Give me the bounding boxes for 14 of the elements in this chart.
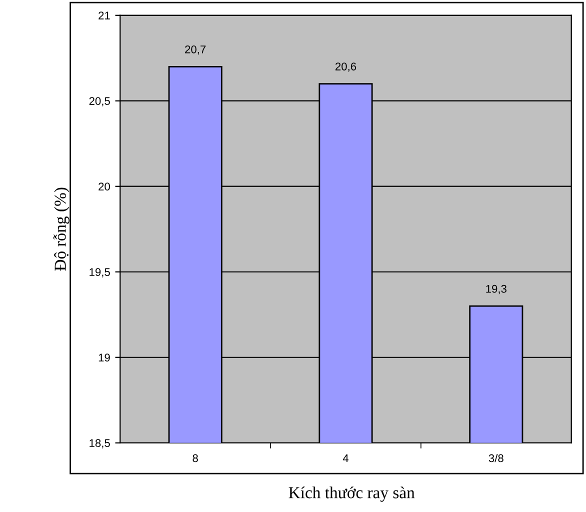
- data-label: 20,6: [335, 62, 356, 72]
- y-tick-label: 20: [98, 182, 110, 191]
- data-label: 19,3: [486, 284, 506, 294]
- data-label: 20,7: [185, 45, 206, 55]
- y-tick-label: 18,5: [90, 439, 110, 448]
- y-tick-label: 20,5: [89, 97, 110, 106]
- x-axis-title: Kích thước ray sàn: [288, 486, 415, 502]
- y-tick-label: 19: [98, 354, 110, 362]
- x-tick-label: 8: [192, 454, 198, 462]
- x-tick-label: 3/8: [488, 454, 504, 462]
- y-tick-label: 19,5: [90, 268, 110, 278]
- x-tick-label: 4: [342, 454, 349, 462]
- y-axis-title: Độ rỗng (%): [53, 188, 70, 271]
- y-tick-label: 21: [98, 12, 110, 20]
